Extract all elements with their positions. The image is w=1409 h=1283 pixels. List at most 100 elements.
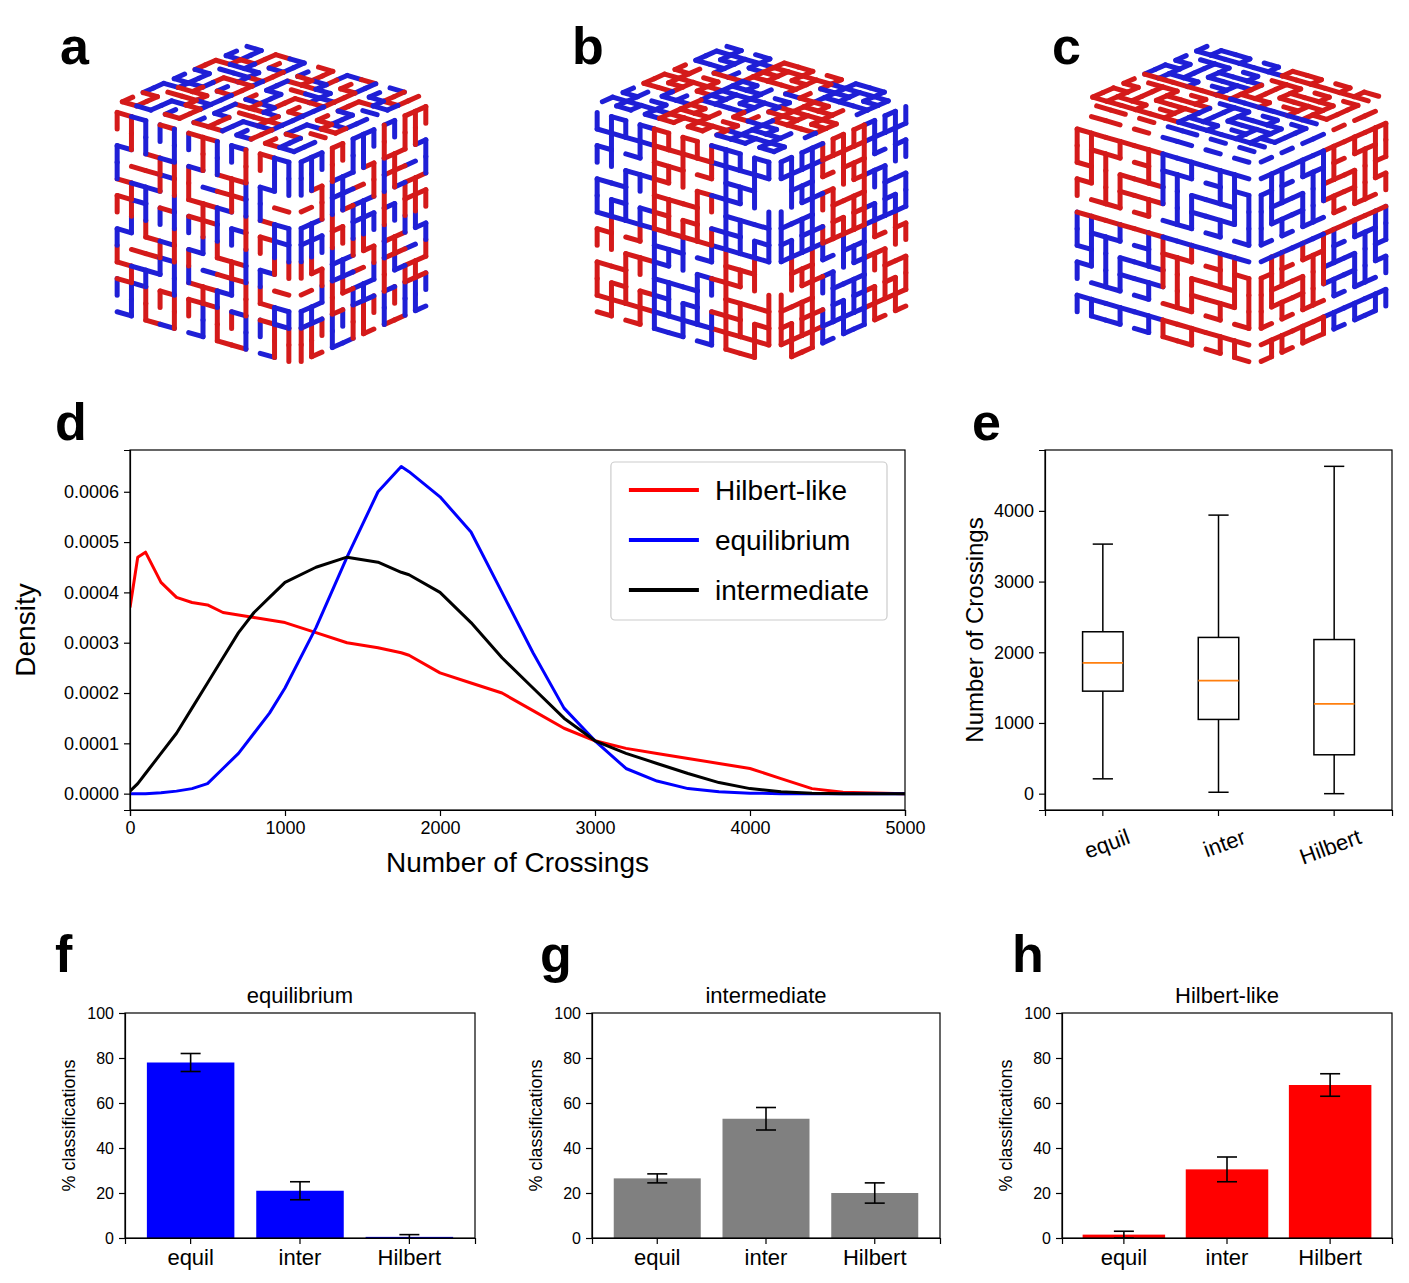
tick-mark (765, 1238, 766, 1244)
tick-mark (1039, 511, 1045, 512)
chart-title: intermediate (705, 983, 826, 1008)
tick-mark (119, 1013, 125, 1014)
render-segment (180, 114, 190, 119)
tick: Hilbert (1296, 810, 1364, 869)
render-segment (1259, 278, 1264, 295)
tick: 0 (105, 1230, 125, 1247)
tick-mark (586, 1013, 592, 1014)
tick: 4000 (994, 501, 1045, 521)
render (1077, 46, 1386, 361)
render-segment (602, 97, 612, 102)
tick-label: 20 (563, 1185, 581, 1202)
render-segment (766, 295, 771, 312)
tick: 0.0002 (64, 683, 130, 703)
render-segment (336, 129, 346, 134)
render-segment (1235, 158, 1249, 162)
render-face (301, 107, 426, 362)
render-segment (903, 107, 908, 124)
whisker-cap (1208, 514, 1228, 516)
tick: 40 (96, 1140, 125, 1157)
tick-mark (285, 810, 286, 816)
tick: 40 (1033, 1140, 1062, 1157)
whisker-cap (1324, 466, 1344, 468)
render-segment (631, 105, 641, 110)
render-segment (243, 150, 248, 167)
tick: 60 (563, 1095, 592, 1112)
error-bar-line (299, 1182, 301, 1200)
tick-mark (119, 1103, 125, 1104)
render-segment (388, 105, 398, 110)
tick-mark (124, 592, 130, 593)
error-bar (1217, 1157, 1237, 1182)
median (1198, 680, 1238, 682)
render-face (1077, 117, 1249, 362)
axis-line (119, 1014, 126, 1239)
tick: equil (1101, 1238, 1147, 1270)
render-segment (1259, 195, 1264, 212)
render (117, 46, 426, 361)
median (1083, 662, 1123, 664)
whisker-cap (1324, 793, 1344, 795)
y-axis: 01000200030004000 (994, 451, 1046, 811)
plot-marks (1083, 466, 1355, 793)
render-segment (1240, 147, 1254, 151)
render-face (1261, 111, 1386, 361)
tick-label: 0 (1024, 784, 1034, 804)
render-segment (1246, 279, 1251, 296)
render-segment (831, 139, 836, 156)
tick-label: 0.0002 (64, 683, 119, 703)
axis-line (1039, 451, 1046, 811)
panel-letter: e (972, 393, 1001, 451)
panel-letter: d (55, 393, 87, 451)
render-segment (403, 116, 408, 133)
tick-mark (905, 810, 906, 816)
error-bar-cap (865, 1182, 885, 1184)
tick: 4000 (730, 810, 770, 838)
axis-line (1046, 811, 1393, 817)
box (1314, 466, 1354, 793)
tick-label: 80 (563, 1050, 581, 1067)
tick: 0.0004 (64, 583, 130, 603)
render-segment (1327, 115, 1337, 120)
error-bar-cap (647, 1173, 667, 1175)
plot-frame (130, 450, 905, 810)
tick-mark (595, 810, 596, 816)
error-bar-line (1329, 1074, 1331, 1097)
legend-label: intermediate (715, 575, 869, 606)
whisker (1102, 691, 1104, 779)
axis-line (1063, 1239, 1393, 1245)
tick: equil (167, 1238, 213, 1270)
error-bar-cap (1320, 1095, 1340, 1097)
error-bar-cap (399, 1234, 419, 1236)
tick-mark (586, 1148, 592, 1149)
render-segment (1354, 97, 1368, 101)
error-bar-line (1123, 1231, 1125, 1238)
tick-label: 40 (563, 1140, 581, 1157)
render-face (1093, 46, 1379, 151)
render-segment (1134, 129, 1148, 133)
axis-title: % classifications (59, 1059, 79, 1191)
tick: 1000 (994, 713, 1045, 733)
error-bar-cap (290, 1199, 310, 1201)
render-segment (351, 139, 356, 156)
whisker (1333, 466, 1335, 639)
plot-marks (1083, 1074, 1372, 1238)
x-axis: equilinterHilbert (126, 1238, 476, 1270)
render-segment (1334, 125, 1344, 130)
axis-title: % classifications (526, 1059, 546, 1191)
tick-label: 3000 (994, 572, 1034, 592)
render-segment (774, 147, 784, 152)
tick: 80 (1033, 1050, 1062, 1067)
tick: 0.0000 (64, 784, 130, 804)
render-segment (851, 130, 856, 147)
tick-label: 0 (572, 1230, 581, 1247)
whisker (1218, 719, 1220, 792)
whisker-cap (1093, 778, 1113, 780)
tick: 0 (572, 1230, 592, 1247)
tick: 80 (563, 1050, 592, 1067)
render-face (597, 112, 769, 357)
legend-swatch (629, 538, 699, 542)
error-bar-cap (181, 1071, 201, 1073)
tick-mark (1102, 810, 1103, 816)
tick: 100 (554, 1005, 592, 1022)
